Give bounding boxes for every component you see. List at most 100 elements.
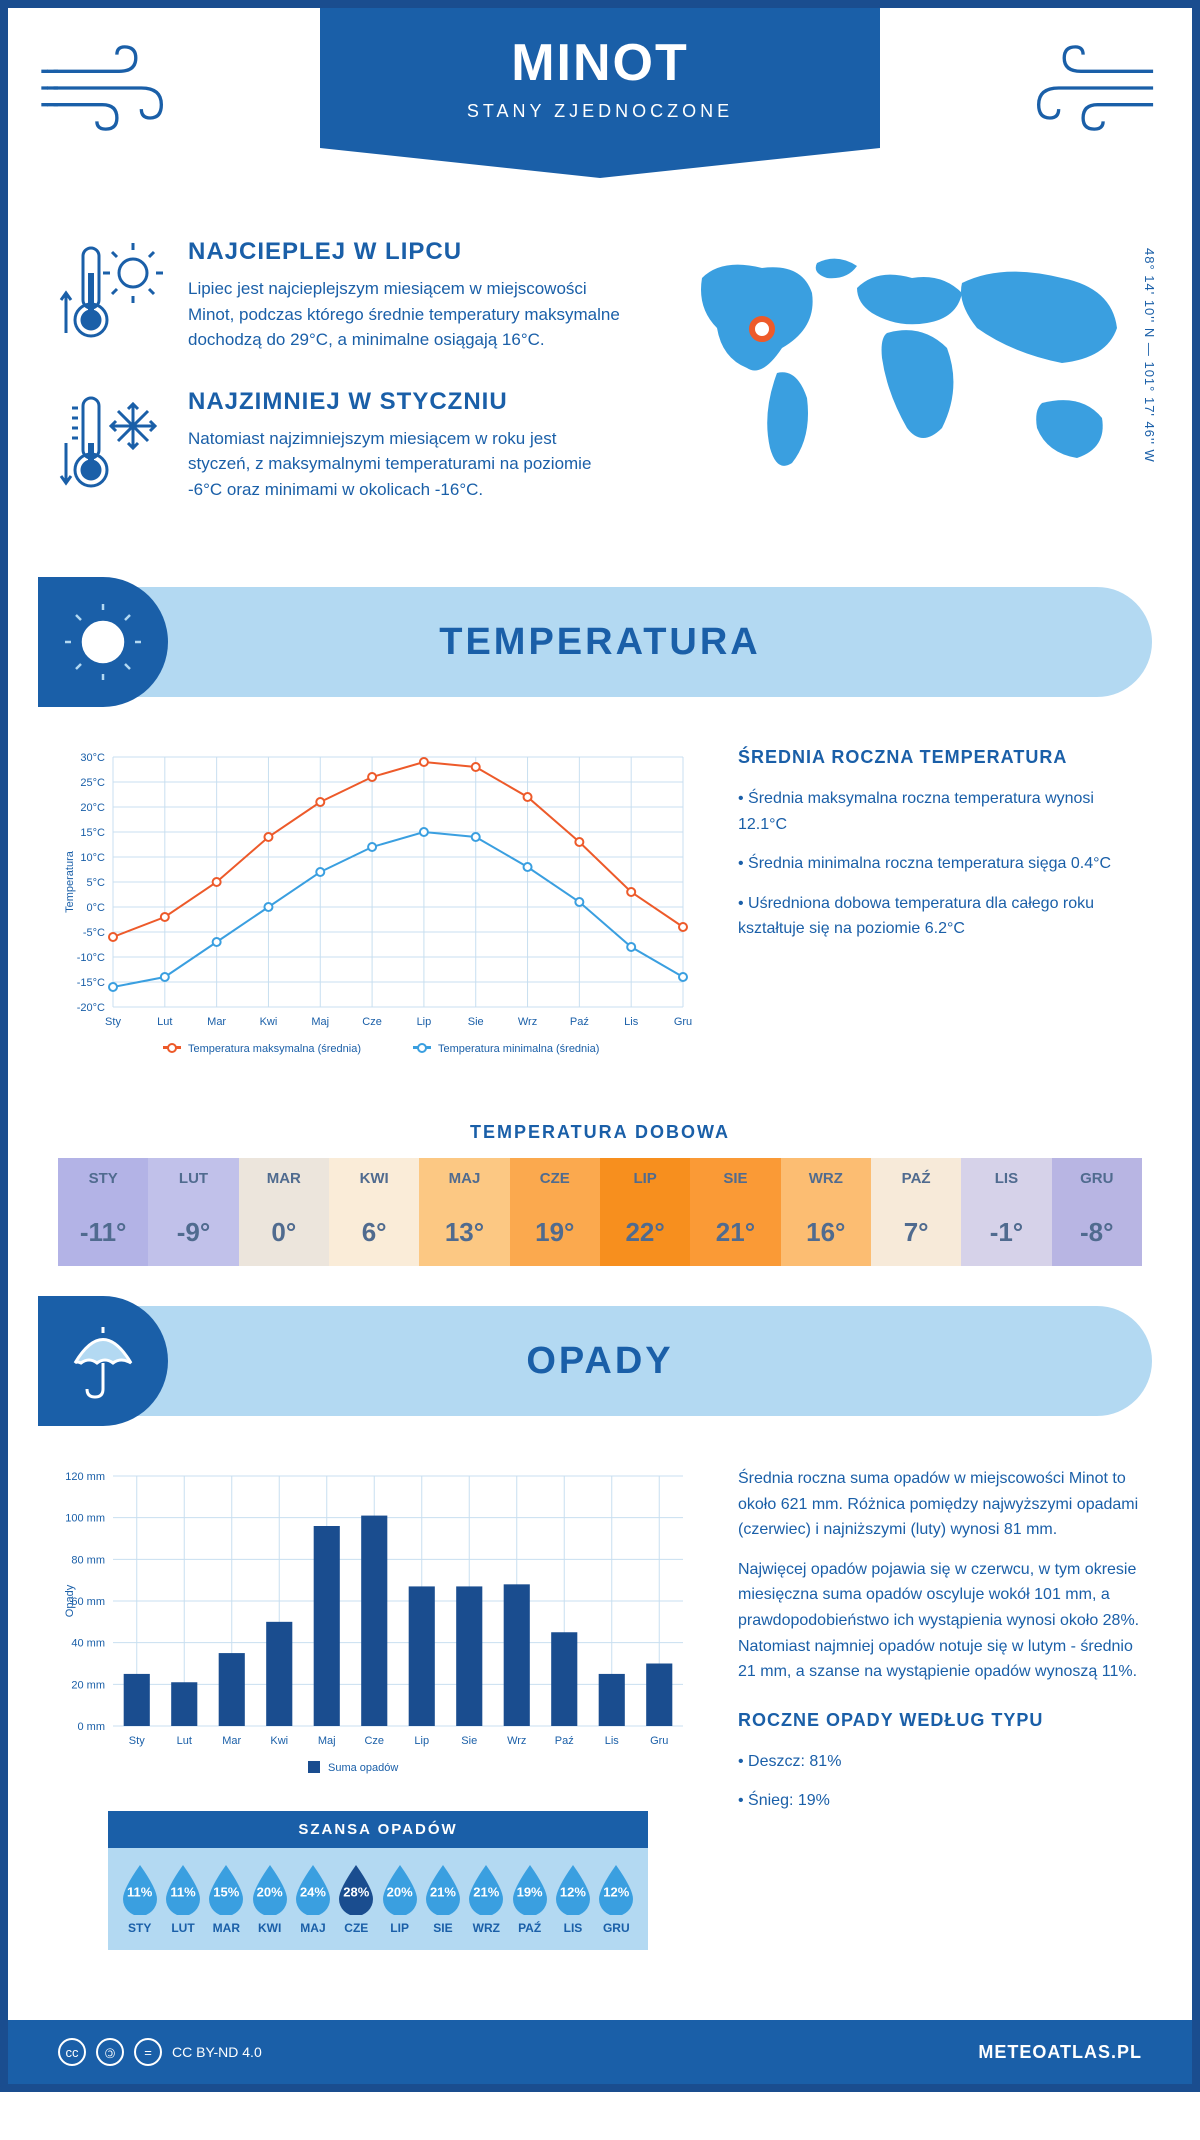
svg-text:30°C: 30°C [80, 752, 105, 764]
svg-text:Suma opadów: Suma opadów [328, 1762, 398, 1774]
thermometer-snowflake-icon [58, 388, 168, 498]
by-icon: 🄯 [96, 2038, 124, 2066]
title-ribbon: MINOT STANY ZJEDNOCZONE [320, 8, 880, 148]
precip-chance-cell: 21%SIE [421, 1863, 464, 1935]
precipitation-chance-block: SZANSA OPADÓW 11%STY11%LUT15%MAR20%KWI24… [108, 1811, 648, 1950]
precip-rain-pct: Deszcz: 81% [738, 1749, 1142, 1775]
svg-text:80 mm: 80 mm [71, 1554, 105, 1566]
svg-text:Gru: Gru [650, 1735, 668, 1747]
daily-temp-cell: WRZ16° [781, 1158, 871, 1266]
svg-text:Sie: Sie [468, 1016, 484, 1028]
svg-text:25°C: 25°C [80, 777, 105, 789]
nd-icon: = [134, 2038, 162, 2066]
svg-text:Kwi: Kwi [260, 1016, 278, 1028]
svg-text:Lip: Lip [417, 1016, 432, 1028]
svg-text:Kwi: Kwi [270, 1735, 288, 1747]
coldest-block: NAJZIMNIEJ W STYCZNIU Natomiast najzimni… [58, 388, 622, 503]
thermometer-sun-icon [58, 238, 168, 348]
svg-text:Temperatura minimalna (średnia: Temperatura minimalna (średnia) [438, 1043, 599, 1055]
svg-text:Sty: Sty [105, 1016, 121, 1028]
precipitation-title: OPADY [526, 1340, 673, 1383]
svg-text:Lip: Lip [414, 1735, 429, 1747]
precip-snow-pct: Śnieg: 19% [738, 1788, 1142, 1814]
daily-temp-table: STY-11°LUT-9°MAR0°KWI6°MAJ13°CZE19°LIP22… [58, 1158, 1142, 1266]
daily-temp-cell: SIE21° [690, 1158, 780, 1266]
daily-temp-cell: LIP22° [600, 1158, 690, 1266]
svg-text:Sty: Sty [129, 1735, 145, 1747]
country-subtitle: STANY ZJEDNOCZONE [320, 101, 880, 122]
world-map-block: 48° 14' 10'' N — 101° 17' 46'' W [662, 238, 1142, 537]
svg-text:Mar: Mar [207, 1016, 226, 1028]
svg-text:Lis: Lis [624, 1016, 639, 1028]
svg-text:Lut: Lut [157, 1016, 172, 1028]
umbrella-icon [38, 1296, 168, 1426]
precip-chance-cell: 19%PAŹ [508, 1863, 551, 1935]
svg-text:60 mm: 60 mm [71, 1596, 105, 1608]
svg-text:0 mm: 0 mm [78, 1721, 106, 1733]
daily-temp-cell: GRU-8° [1052, 1158, 1142, 1266]
svg-text:Mar: Mar [222, 1735, 241, 1747]
svg-text:Maj: Maj [311, 1016, 329, 1028]
svg-text:100 mm: 100 mm [65, 1513, 105, 1525]
daily-temp-cell: PAŹ7° [871, 1158, 961, 1266]
svg-text:Lis: Lis [605, 1735, 620, 1747]
svg-text:15°C: 15°C [80, 827, 105, 839]
svg-text:120 mm: 120 mm [65, 1471, 105, 1483]
svg-text:Paź: Paź [570, 1016, 589, 1028]
daily-temp-cell: CZE19° [510, 1158, 600, 1266]
wind-icon [38, 38, 178, 138]
license-label: CC BY-ND 4.0 [172, 2044, 262, 2060]
daily-temp-cell: MAR0° [239, 1158, 329, 1266]
svg-text:Cze: Cze [364, 1735, 384, 1747]
svg-text:Temperatura maksymalna (średni: Temperatura maksymalna (średnia) [188, 1043, 361, 1055]
precip-chance-cell: 24%MAJ [291, 1863, 334, 1935]
warmest-heading: NAJCIEPLEJ W LIPCU [188, 238, 622, 266]
precip-chance-cell: 20%KWI [248, 1863, 291, 1935]
svg-text:-20°C: -20°C [77, 1002, 105, 1014]
svg-text:10°C: 10°C [80, 852, 105, 864]
daily-temp-cell: STY-11° [58, 1158, 148, 1266]
precip-chance-cell: 20%LIP [378, 1863, 421, 1935]
precip-type-heading: ROCZNE OPADY WEDŁUG TYPU [738, 1710, 1142, 1731]
warmest-block: NAJCIEPLEJ W LIPCU Lipiec jest najcieple… [58, 238, 622, 353]
precip-text: Średnia roczna suma opadów w miejscowośc… [738, 1466, 1142, 1543]
precip-chance-cell: 11%LUT [161, 1863, 204, 1935]
precip-chance-cell: 28%CZE [335, 1863, 378, 1935]
svg-text:Gru: Gru [674, 1016, 692, 1028]
precip-chance-cell: 12%GRU [595, 1863, 638, 1935]
temp-summary-bullet: Średnia minimalna roczna temperatura się… [738, 851, 1142, 877]
cc-icon: cc [58, 2038, 86, 2066]
svg-text:Opady: Opady [64, 1584, 76, 1617]
temperature-line-chart: -20°C-15°C-10°C-5°C0°C5°C10°C15°C20°C25°… [58, 747, 698, 1067]
svg-text:Wrz: Wrz [518, 1016, 537, 1028]
precip-text: Najwięcej opadów pojawia się w czerwcu, … [738, 1557, 1142, 1685]
svg-text:-10°C: -10°C [77, 952, 105, 964]
footer: cc 🄯 = CC BY-ND 4.0 METEOATLAS.PL [8, 2020, 1192, 2084]
svg-text:40 mm: 40 mm [71, 1638, 105, 1650]
svg-text:Lut: Lut [177, 1735, 192, 1747]
daily-temp-cell: MAJ13° [419, 1158, 509, 1266]
daily-temp-cell: LUT-9° [148, 1158, 238, 1266]
daily-temp-cell: KWI6° [329, 1158, 419, 1266]
svg-text:20°C: 20°C [80, 802, 105, 814]
temp-summary-heading: ŚREDNIA ROCZNA TEMPERATURA [738, 747, 1142, 768]
coldest-heading: NAJZIMNIEJ W STYCZNIU [188, 388, 622, 416]
precip-chance-cell: 12%LIS [551, 1863, 594, 1935]
svg-text:Temperatura: Temperatura [64, 850, 76, 913]
svg-text:20 mm: 20 mm [71, 1679, 105, 1691]
svg-text:Maj: Maj [318, 1735, 336, 1747]
warmest-text: Lipiec jest najcieplejszym miesiącem w m… [188, 276, 622, 353]
daily-temp-cell: LIS-1° [961, 1158, 1051, 1266]
precipitation-section-header: OPADY [48, 1306, 1152, 1416]
svg-text:-5°C: -5°C [83, 927, 105, 939]
daily-temp-title: TEMPERATURA DOBOWA [8, 1122, 1192, 1143]
svg-text:Paź: Paź [555, 1735, 574, 1747]
precipitation-bar-chart: 0 mm 20 mm 40 mm 60 mm 80 mm 100 mm 120 mm Sty L… [58, 1466, 698, 1786]
svg-text:Sie: Sie [461, 1735, 477, 1747]
temperature-title: TEMPERATURA [439, 621, 761, 664]
coordinates-label: 48° 14' 10'' N — 101° 17' 46'' W [1142, 248, 1157, 463]
svg-text:Cze: Cze [362, 1016, 382, 1028]
site-label: METEOATLAS.PL [978, 2042, 1142, 2063]
city-title: MINOT [320, 33, 880, 93]
temp-summary-bullet: Uśredniona dobowa temperatura dla całego… [738, 891, 1142, 942]
